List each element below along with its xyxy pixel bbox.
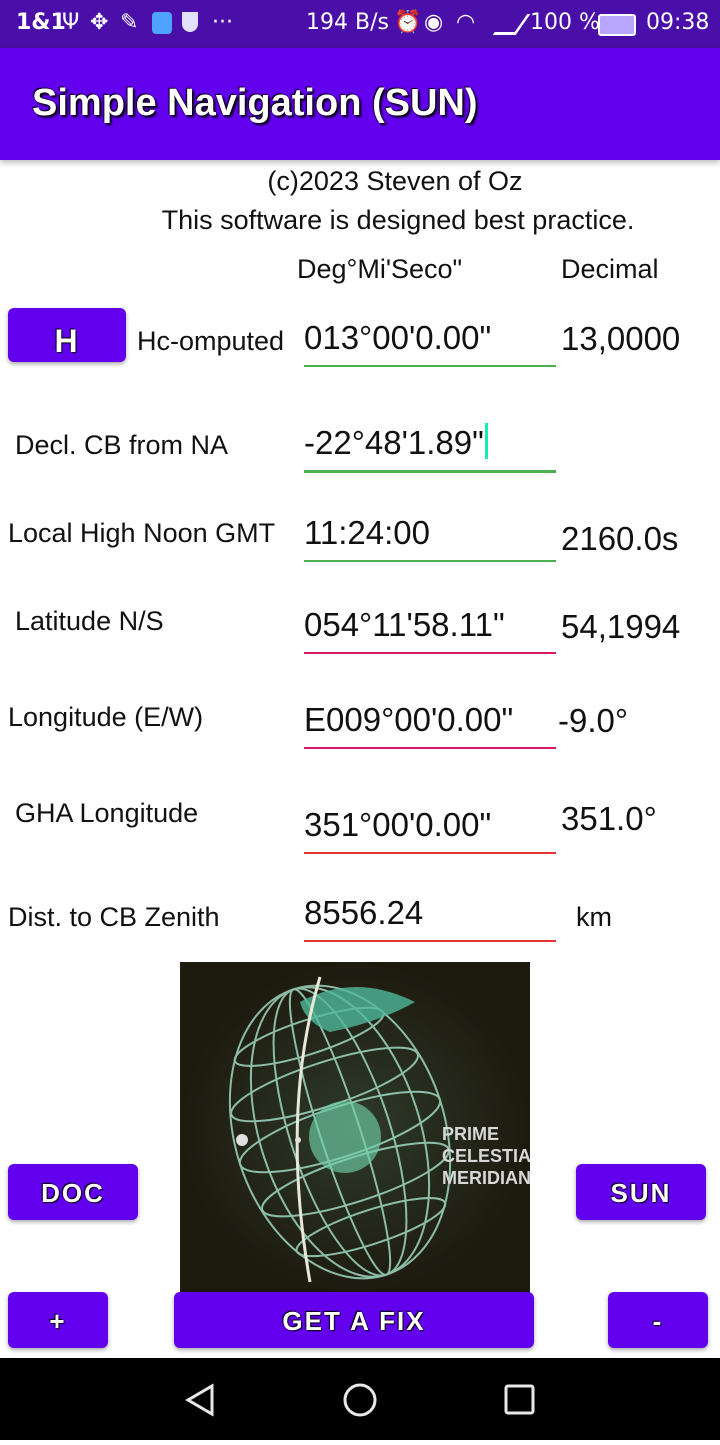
distance-label: Dist. to CB Zenith	[8, 902, 220, 932]
copyright-text: (c)2023 Steven of Oz	[267, 166, 523, 196]
longitude-value: E009°00'0.00"	[304, 701, 514, 738]
more-icon: ···	[212, 10, 233, 35]
doc-button[interactable]: DOC	[8, 1164, 138, 1220]
longitude-label: Longitude (E/W)	[8, 702, 204, 732]
noon-value: 11:24:00	[304, 514, 431, 551]
distance-unit: km	[576, 902, 612, 932]
latitude-label: Latitude N/S	[15, 606, 164, 636]
eye-icon: ◉	[424, 10, 444, 35]
battery-percent: 100 %	[530, 10, 600, 35]
battery-icon	[598, 14, 636, 36]
back-icon[interactable]	[185, 1383, 214, 1417]
tagline-text: This software is designed best practice.	[161, 205, 635, 235]
h-button[interactable]: H	[8, 308, 126, 362]
hc-value: 013°00'0.00"	[304, 319, 492, 356]
status-bar: 1&1 Ψ ✥ ✎ ··· 194 B/s ⏰ ◉ ◠ 100 % 09:38	[0, 0, 720, 48]
column-header-dms: Deg°Mi'Seco"	[297, 254, 463, 284]
decl-label: Decl. CB from NA	[15, 430, 229, 460]
alarm-icon: ⏰	[394, 10, 422, 35]
decl-value: -22°48'1.89"	[304, 424, 484, 461]
dropbox-icon: ✥	[90, 10, 109, 35]
usb-icon: Ψ	[62, 10, 80, 35]
sun-button[interactable]: SUN	[576, 1164, 706, 1220]
image-caption-2: CELESTIAL	[442, 1146, 530, 1166]
noon-decimal: 2160.0s	[561, 520, 679, 557]
shield-icon	[152, 12, 172, 34]
globe-graphic: PRIME CELESTIAL MERIDIAN	[180, 962, 530, 1293]
latitude-value: 054°11'58.11"	[304, 606, 505, 643]
longitude-field[interactable]: E009°00'0.00"	[304, 695, 556, 749]
column-header-decimal: Decimal	[561, 254, 659, 284]
network-speed: 194 B/s	[306, 10, 389, 35]
system-nav-bar	[0, 1358, 720, 1440]
carrier-label: 1&1	[16, 10, 66, 35]
gha-field[interactable]: 351°00'0.00"	[304, 800, 556, 854]
gha-decimal: 351.0°	[561, 800, 657, 837]
minus-button[interactable]: -	[608, 1292, 708, 1348]
latitude-decimal: 54,1994	[561, 608, 681, 645]
signal-icon	[492, 14, 531, 35]
app-bar: Simple Navigation (SUN)	[0, 48, 720, 160]
celestial-globe-image: PRIME CELESTIAL MERIDIAN	[180, 962, 530, 1293]
distance-field[interactable]: 8556.24	[304, 888, 556, 942]
wrench-icon: ✎	[120, 10, 139, 35]
home-icon[interactable]	[343, 1383, 377, 1417]
image-caption-3: MERIDIAN	[442, 1168, 530, 1188]
hc-label: Hc-omputed	[137, 326, 285, 356]
latitude-field[interactable]: 054°11'58.11"	[304, 600, 556, 654]
shield-outline-icon	[182, 12, 198, 32]
hc-field[interactable]: 013°00'0.00"	[304, 313, 556, 367]
gha-label: GHA Longitude	[15, 798, 199, 828]
noon-label: Local High Noon GMT	[8, 518, 276, 548]
noon-field[interactable]: 11:24:00	[304, 508, 556, 562]
get-a-fix-button[interactable]: GET A FIX	[174, 1292, 534, 1348]
plus-button[interactable]: +	[8, 1292, 108, 1348]
distance-value: 8556.24	[304, 894, 424, 931]
decl-field[interactable]: -22°48'1.89"	[304, 418, 556, 473]
wifi-icon: ◠	[456, 10, 476, 35]
gha-value: 351°00'0.00"	[304, 806, 492, 843]
longitude-decimal: -9.0°	[558, 702, 629, 739]
text-cursor	[484, 423, 488, 459]
image-caption-1: PRIME	[442, 1124, 499, 1144]
clock: 09:38	[646, 10, 710, 35]
decl-value-wrap: -22°48'1.89"	[304, 423, 488, 462]
hc-decimal: 13,0000	[561, 320, 681, 357]
app-title: Simple Navigation (SUN)	[32, 82, 478, 124]
recents-icon[interactable]	[504, 1384, 535, 1415]
